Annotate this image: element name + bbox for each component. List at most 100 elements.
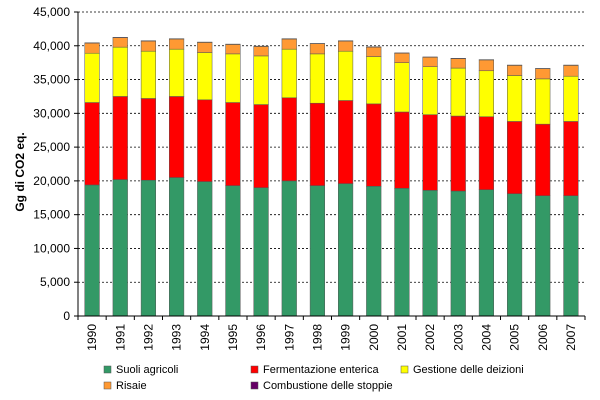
x-tick-label: 2002: [423, 324, 437, 351]
x-tick-label: 1999: [339, 324, 353, 351]
legend-item-risaie: Risaie: [103, 380, 147, 392]
bar-segment-gestione-delle-deizioni: [225, 53, 241, 103]
bar-segment-gestione-delle-deizioni: [394, 62, 410, 113]
bar-segment-suoli-agricoli: [422, 190, 438, 317]
legend-swatch: [250, 365, 259, 374]
x-tick-label: 1992: [141, 324, 155, 351]
bar-segment-fermentazione-enterica: [281, 97, 297, 182]
legend-label: Combustione delle stoppie: [263, 380, 393, 392]
bar-segment-suoli-agricoli: [535, 195, 551, 317]
bar-segment-fermentazione-enterica: [338, 100, 354, 184]
legend-label: Risaie: [116, 380, 147, 392]
bar-stack-1996: [253, 45, 269, 317]
bar-segment-gestione-delle-deizioni: [478, 70, 494, 117]
bar-stack-1994: [197, 41, 213, 317]
bar-segment-fermentazione-enterica: [478, 116, 494, 190]
bar-segment-gestione-delle-deizioni: [112, 46, 128, 97]
y-tick-label: 0: [63, 309, 70, 323]
bar-segment-risaie: [197, 42, 213, 53]
x-tick-label: 2003: [451, 324, 465, 351]
bar-segment-risaie: [450, 58, 466, 69]
bar-segment-risaie: [507, 65, 523, 76]
bar-segment-gestione-delle-deizioni: [450, 67, 466, 117]
bar-segment-gestione-delle-deizioni: [309, 53, 325, 104]
bar-segment-risaie: [563, 65, 579, 77]
bar-segment-risaie: [422, 57, 438, 67]
legend-swatch: [103, 365, 112, 374]
bar-segment-gestione-delle-deizioni: [169, 48, 185, 97]
legend-item-fermentazione-enterica: Fermentazione enterica: [250, 364, 379, 376]
bar-segment-suoli-agricoli: [478, 189, 494, 317]
bar-segment-gestione-delle-deizioni: [563, 75, 579, 122]
x-tick-label: 2007: [564, 324, 578, 351]
x-tick-labels: 1990 1991 1992 1993 1994 1995 1996 1997 1998 1999…: [85, 324, 578, 351]
y-tick-label: 40,000: [33, 39, 70, 53]
bar-segment-suoli-agricoli: [197, 181, 213, 317]
axes: [74, 11, 586, 320]
bar-segment-fermentazione-enterica: [169, 96, 185, 178]
bar-segment-suoli-agricoli: [366, 186, 382, 317]
x-tick-label: 2006: [536, 324, 550, 351]
bar-segment-gestione-delle-deizioni: [84, 52, 100, 103]
bar-segment-suoli-agricoli: [281, 180, 297, 317]
bar-stack-1993: [169, 38, 185, 317]
bar-segment-fermentazione-enterica: [563, 121, 579, 197]
bar-stack-2003: [450, 58, 466, 317]
y-tick-label: 25,000: [33, 140, 70, 154]
bar-segment-gestione-delle-deizioni: [281, 48, 297, 99]
bar-segment-fermentazione-enterica: [140, 98, 156, 181]
legend-swatch: [250, 381, 259, 390]
bar-stack-2004: [478, 59, 494, 317]
bar-segment-fermentazione-enterica: [394, 111, 410, 189]
x-tick-label: 2005: [508, 324, 522, 351]
bar-segment-gestione-delle-deizioni: [422, 66, 438, 115]
bar-segment-fermentazione-enterica: [309, 102, 325, 186]
y-tick-label: 45,000: [33, 5, 70, 19]
bar-segment-risaie: [169, 38, 185, 50]
legend-item-suoli-agricoli: Suoli agricoli: [103, 364, 178, 376]
legend-swatch: [400, 365, 409, 374]
bar-segment-suoli-agricoli: [507, 193, 523, 317]
legend-swatch: [103, 381, 112, 390]
bar-segment-fermentazione-enterica: [225, 102, 241, 186]
y-tick-labels: 0 5,000 10,000 15,000 20,000 25,000 30,000 35,0…: [33, 5, 70, 323]
legend-label: Gestione delle deizioni: [413, 364, 524, 376]
bar-segment-gestione-delle-deizioni: [197, 52, 213, 101]
bar-stack-2000: [366, 46, 382, 317]
bar-stack-1997: [281, 38, 297, 317]
bar-segment-gestione-delle-deizioni: [338, 50, 354, 101]
legend-item-gestione-delle-deizioni: Gestione delle deizioni: [400, 364, 524, 376]
bar-segment-suoli-agricoli: [394, 188, 410, 317]
bar-segment-risaie: [394, 52, 410, 63]
legend: Suoli agricoli Fermentazione enterica Gest…: [103, 364, 524, 392]
bar-stack-1990: [84, 42, 100, 317]
bar-stack-1992: [140, 40, 156, 317]
legend-label: Fermentazione enterica: [263, 364, 379, 376]
bar-segment-risaie: [478, 59, 494, 72]
bar-segment-suoli-agricoli: [169, 177, 185, 317]
bar-segment-gestione-delle-deizioni: [535, 78, 551, 125]
y-tick-label: 5,000: [40, 275, 70, 289]
bar-segment-risaie: [338, 40, 354, 52]
x-tick-label: 2000: [367, 324, 381, 351]
bar-stack-2001: [394, 52, 410, 317]
x-tick-label: 1993: [170, 324, 184, 351]
bar-segment-suoli-agricoli: [563, 195, 579, 317]
bar-segment-gestione-delle-deizioni: [366, 56, 382, 105]
bar-segment-fermentazione-enterica: [450, 115, 466, 192]
bar-segment-fermentazione-enterica: [507, 121, 523, 194]
bar-segment-suoli-agricoli: [450, 190, 466, 317]
bar-segment-gestione-delle-deizioni: [253, 55, 269, 105]
x-tick-label: 1994: [198, 324, 212, 351]
bar-segment-suoli-agricoli: [309, 185, 325, 317]
x-tick-label: 1995: [226, 324, 240, 351]
bar-segment-fermentazione-enterica: [253, 104, 269, 188]
bar-segment-risaie: [535, 68, 551, 80]
bar-segment-suoli-agricoli: [84, 184, 100, 317]
bar-segment-suoli-agricoli: [338, 183, 354, 317]
bar-stack-2002: [422, 56, 438, 317]
legend-item-combustione-delle-stoppie: Combustione delle stoppie: [250, 380, 393, 392]
bar-segment-gestione-delle-deizioni: [140, 50, 156, 99]
x-tick-label: 2001: [395, 324, 409, 351]
